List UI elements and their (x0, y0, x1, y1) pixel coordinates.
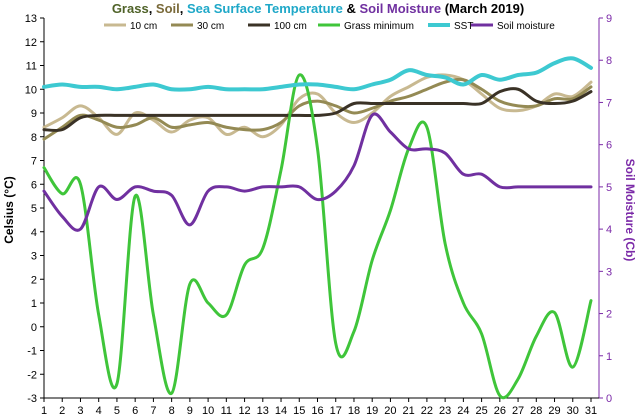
title-part: Soil (156, 1, 180, 16)
x-tick-label: 21 (403, 405, 415, 417)
x-tick-label: 24 (457, 405, 469, 417)
x-tick-label: 18 (348, 405, 360, 417)
series-line-soil-moisture (42, 112, 593, 232)
legend: 10 cm 30 cm 100 cm Grass minimum SST Soil moi… (104, 21, 555, 32)
x-tick-label: 1 (41, 405, 47, 417)
x-tick-label: 30 (567, 405, 579, 417)
title-part: Sea Surface Temperature (187, 1, 343, 16)
y-tick-label-right: 2 (606, 309, 612, 321)
legend-label-100-cm: 100 cm (274, 21, 307, 32)
y-tick-label-left: -3 (27, 393, 37, 405)
x-tick-label: 22 (421, 405, 433, 417)
title-part: , (180, 1, 187, 16)
legend-label-soil-moisture: Soil moisture (497, 21, 555, 32)
x-tick-label: 6 (132, 405, 138, 417)
x-tick-label: 8 (169, 405, 175, 417)
y-tick-label-right: 9 (606, 13, 612, 25)
x-tick-label: 3 (77, 405, 83, 417)
y-tick-label-left: 8 (31, 132, 37, 144)
y-tick-label-left: -2 (27, 369, 37, 381)
y-tick-label-left: 5 (31, 203, 37, 215)
x-tick-label: 13 (257, 405, 269, 417)
y-tick-label-left: 1 (31, 298, 37, 310)
y-tick-label-left: 0 (31, 322, 37, 334)
x-tick-label: 10 (202, 405, 214, 417)
x-tick-label: 29 (548, 405, 560, 417)
y-tick-label-left: 6 (31, 179, 37, 191)
x-tick-label: 14 (275, 405, 287, 417)
x-tick-label: 19 (366, 405, 378, 417)
y-tick-label-right: 3 (606, 266, 612, 278)
x-tick-label: 26 (494, 405, 506, 417)
y-tick-label-left: 11 (26, 61, 37, 73)
legend-label-10-cm: 10 cm (130, 21, 157, 32)
x-tick-label: 23 (439, 405, 451, 417)
series-line-grass-minimum (42, 73, 593, 400)
x-tick-label: 28 (530, 405, 542, 417)
y-tick-label-right: 7 (606, 97, 612, 109)
x-tick-label: 2 (59, 405, 65, 417)
x-tick-label: 25 (475, 405, 487, 417)
series-line-30-cm (42, 77, 593, 141)
series-line-sst (42, 56, 593, 92)
x-tick-label: 12 (238, 405, 250, 417)
x-tick-label: 16 (311, 405, 323, 417)
title-part: & (343, 1, 360, 16)
y-tick-label-right: 0 (606, 393, 612, 405)
x-tick-label: 27 (512, 405, 524, 417)
legend-label-grass-minimum: Grass minimum (344, 21, 414, 32)
title-part: , (149, 1, 156, 16)
x-tick-label: 17 (330, 405, 342, 417)
x-tick-label: 5 (114, 405, 120, 417)
y-axis-label-left: Celsius (°C) (2, 176, 16, 243)
x-tick-label: 9 (187, 405, 193, 417)
x-tick-label: 7 (150, 405, 156, 417)
y-tick-label-left: 3 (31, 251, 37, 263)
y-tick-label-right: 8 (606, 55, 612, 67)
x-tick-label: 15 (293, 405, 305, 417)
y-tick-label-left: 9 (31, 108, 37, 120)
y-tick-label-left: -1 (27, 346, 37, 358)
y-tick-label-right: 4 (606, 224, 612, 236)
y-axis-label-right: Soil Moisture (Cb) (623, 159, 636, 262)
series-line-100-cm (42, 87, 593, 132)
x-tick-label: 4 (96, 405, 102, 417)
y-tick-label-right: 5 (606, 182, 612, 194)
title-part: Grass (112, 1, 149, 16)
y-tick-label-left: 7 (31, 156, 37, 168)
chart-title: Grass, Soil, Sea Surface Temperature & S… (112, 1, 524, 16)
x-tick-label: 20 (384, 405, 396, 417)
y-tick-label-left: 4 (31, 227, 37, 239)
legend-label-30-cm: 30 cm (197, 21, 224, 32)
x-tick-label: 11 (221, 405, 232, 417)
series-lines (42, 56, 593, 400)
y-tick-label-right: 1 (606, 351, 612, 363)
series-line-10-cm (42, 73, 593, 139)
y-tick-label-left: 13 (25, 13, 37, 25)
y-tick-label-right: 6 (606, 140, 612, 152)
y-tick-label-left: 12 (25, 37, 37, 49)
title-part: (March 2019) (441, 1, 524, 16)
y-tick-label-left: 2 (31, 274, 37, 286)
x-tick-label: 31 (585, 405, 597, 417)
title-part: Soil Moisture (359, 1, 441, 16)
y-tick-label-left: 10 (25, 84, 37, 96)
legend-label-sst: SST (454, 21, 473, 32)
